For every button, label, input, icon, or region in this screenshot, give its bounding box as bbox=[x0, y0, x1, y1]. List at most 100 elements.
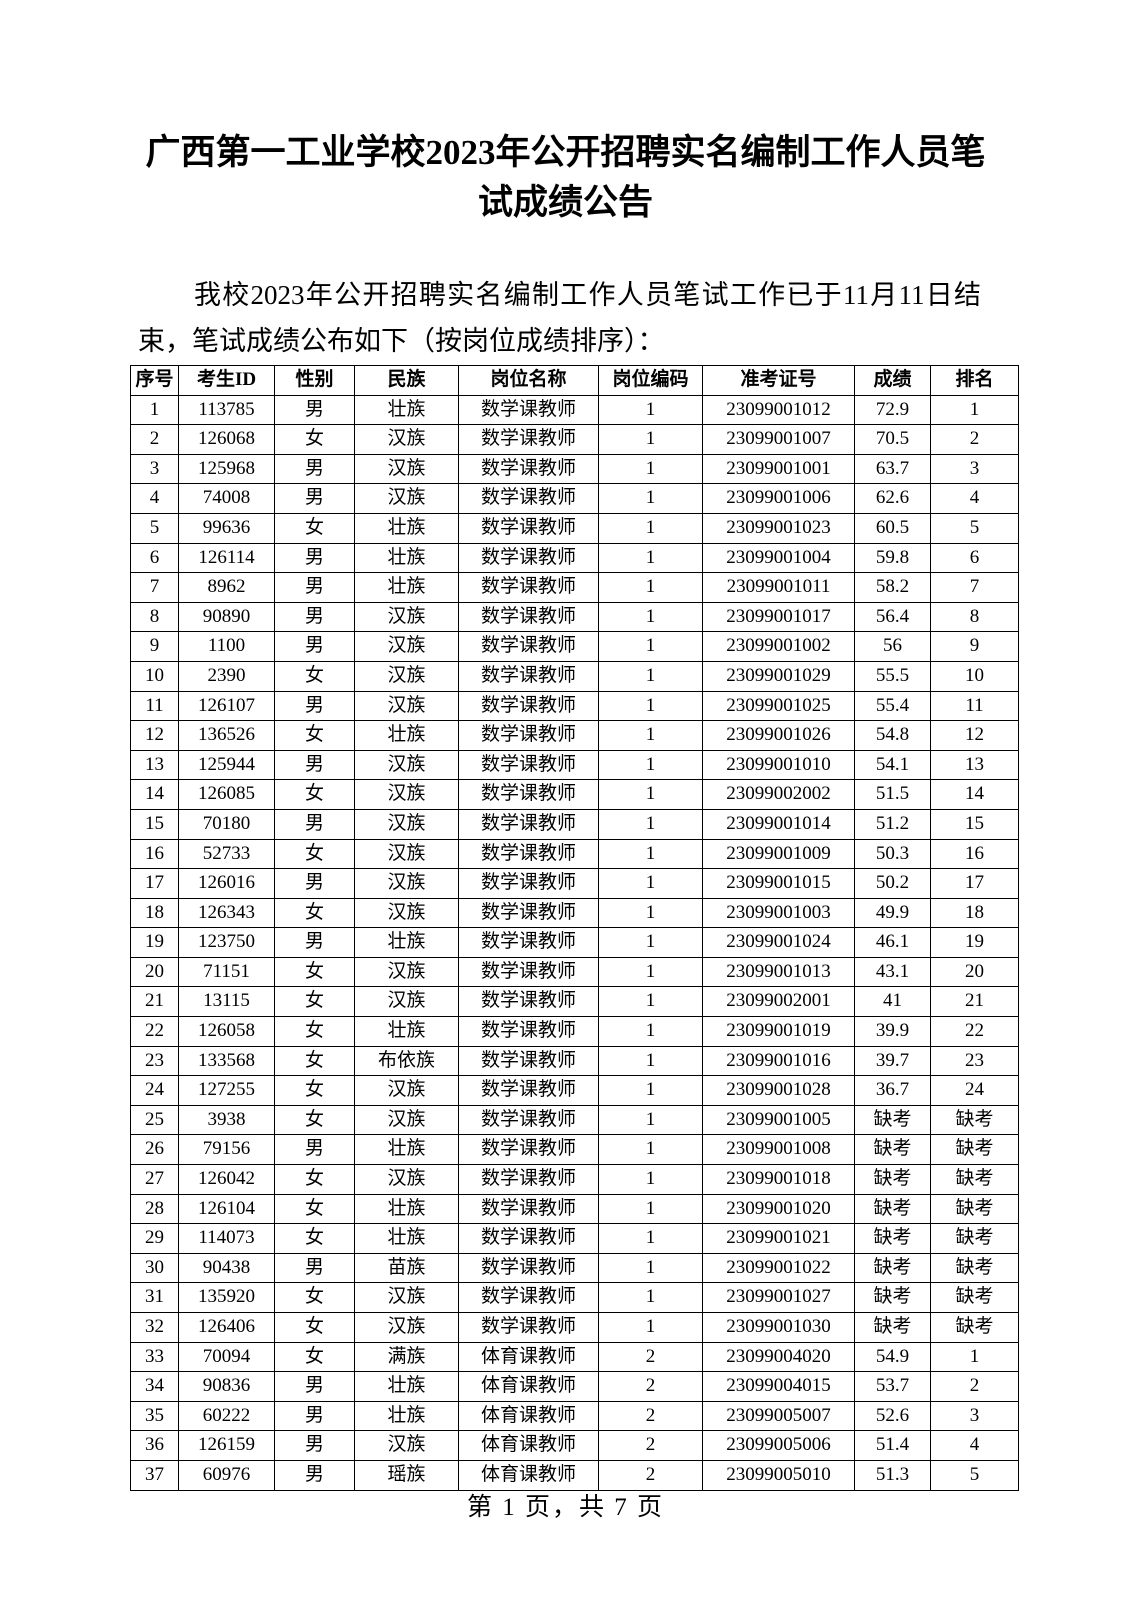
cell-post-name: 数学课教师 bbox=[458, 1223, 599, 1254]
table-row: 5 99636 女壮族 数学课教师 1 23099001023 60.5 5 bbox=[130, 512, 1019, 544]
cell-ethnicity: 汉族 bbox=[354, 838, 459, 870]
cell-post-code: 1 bbox=[598, 1282, 703, 1313]
cell-post-name: 数学课教师 bbox=[458, 1104, 599, 1136]
cell-post-name: 数学课教师 bbox=[458, 1164, 599, 1195]
cell-score: 缺考 bbox=[854, 1223, 931, 1254]
table-row: 11 126107 男汉族 数学课教师 1 23099001025 55.4 11 bbox=[130, 690, 1019, 722]
cell-ethnicity: 壮族 bbox=[354, 927, 459, 958]
cell-score: 50.2 bbox=[854, 868, 931, 899]
cell-rank: 11 bbox=[930, 690, 1019, 722]
cell-post-name: 体育课教师 bbox=[458, 1341, 599, 1373]
cell-score: 52.6 bbox=[854, 1400, 931, 1432]
cell-rank: 18 bbox=[930, 897, 1019, 929]
table-row: 6 126114 男壮族 数学课教师 1 23099001004 59.8 6 bbox=[130, 542, 1019, 574]
cell-rank: 缺考 bbox=[930, 1104, 1019, 1136]
cell-rank: 23 bbox=[930, 1045, 1019, 1077]
cell-rank: 10 bbox=[930, 660, 1019, 692]
cell-ethnicity: 汉族 bbox=[354, 897, 459, 929]
cell-ethnicity: 瑶族 bbox=[354, 1459, 459, 1491]
cell-post-code: 1 bbox=[598, 1193, 703, 1225]
column-header-ticket-number: 准考证号 bbox=[702, 365, 855, 396]
cell-gender: 女 bbox=[274, 1282, 355, 1313]
cell-candidate-id: 126104 bbox=[178, 1193, 275, 1225]
cell-index: 25 bbox=[130, 1104, 179, 1136]
cell-ethnicity: 汉族 bbox=[354, 690, 459, 722]
cell-ticket-number: 23099001008 bbox=[702, 1134, 855, 1166]
cell-rank: 9 bbox=[930, 631, 1019, 662]
cell-gender: 女 bbox=[274, 897, 355, 929]
cell-candidate-id: 13115 bbox=[178, 986, 275, 1018]
cell-score: 50.3 bbox=[854, 838, 931, 870]
cell-index: 34 bbox=[130, 1371, 179, 1402]
cell-post-name: 体育课教师 bbox=[458, 1371, 599, 1402]
cell-rank: 缺考 bbox=[930, 1252, 1019, 1284]
cell-index: 2 bbox=[130, 424, 179, 455]
cell-index: 18 bbox=[130, 897, 179, 929]
cell-ethnicity: 汉族 bbox=[354, 1312, 459, 1343]
cell-candidate-id: 136526 bbox=[178, 720, 275, 751]
cell-post-name: 数学课教师 bbox=[458, 394, 599, 426]
table-body: 1 113785 男壮族 数学课教师 1 23099001012 72.9 1 2 126068 女… bbox=[130, 394, 1019, 1491]
cell-candidate-id: 126085 bbox=[178, 779, 275, 810]
cell-post-name: 数学课教师 bbox=[458, 808, 599, 840]
cell-post-code: 1 bbox=[598, 512, 703, 544]
cell-index: 33 bbox=[130, 1341, 179, 1373]
cell-rank: 5 bbox=[930, 512, 1019, 544]
cell-candidate-id: 126114 bbox=[178, 542, 275, 574]
cell-post-code: 2 bbox=[598, 1341, 703, 1373]
cell-candidate-id: 126042 bbox=[178, 1164, 275, 1195]
cell-index: 36 bbox=[130, 1430, 179, 1461]
cell-post-code: 2 bbox=[598, 1459, 703, 1491]
cell-gender: 男 bbox=[274, 1400, 355, 1432]
cell-post-name: 数学课教师 bbox=[458, 453, 599, 485]
cell-ethnicity: 汉族 bbox=[354, 631, 459, 662]
cell-gender: 男 bbox=[274, 483, 355, 514]
cell-candidate-id: 125944 bbox=[178, 749, 275, 781]
cell-ticket-number: 23099005006 bbox=[702, 1430, 855, 1461]
cell-post-name: 数学课教师 bbox=[458, 601, 599, 633]
cell-post-code: 1 bbox=[598, 868, 703, 899]
exam-results-table: 序号 考生ID 性别 民族 岗位名称 岗位编码 准考证号 成绩 排名 1 113785 男壮族 数学课… bbox=[130, 365, 1019, 1491]
cell-post-name: 数学课教师 bbox=[458, 720, 599, 751]
cell-ticket-number: 23099001001 bbox=[702, 453, 855, 485]
cell-candidate-id: 79156 bbox=[178, 1134, 275, 1166]
cell-ticket-number: 23099001011 bbox=[702, 572, 855, 603]
cell-index: 12 bbox=[130, 720, 179, 751]
table-row: 33 70094 女满族 体育课教师 2 23099004020 54.9 1 bbox=[130, 1341, 1019, 1373]
cell-ticket-number: 23099001029 bbox=[702, 660, 855, 692]
table-header-row: 序号 考生ID 性别 民族 岗位名称 岗位编码 准考证号 成绩 排名 bbox=[130, 365, 1019, 396]
cell-post-name: 数学课教师 bbox=[458, 1134, 599, 1166]
cell-post-name: 数学课教师 bbox=[458, 483, 599, 514]
cell-candidate-id: 126016 bbox=[178, 868, 275, 899]
cell-rank: 14 bbox=[930, 779, 1019, 810]
table-row: 35 60222 男壮族 体育课教师 2 23099005007 52.6 3 bbox=[130, 1400, 1019, 1432]
table-row: 1 113785 男壮族 数学课教师 1 23099001012 72.9 1 bbox=[130, 394, 1019, 426]
cell-ticket-number: 23099001007 bbox=[702, 424, 855, 455]
cell-index: 7 bbox=[130, 572, 179, 603]
cell-gender: 女 bbox=[274, 424, 355, 455]
cell-gender: 男 bbox=[274, 1252, 355, 1284]
cell-candidate-id: 60976 bbox=[178, 1459, 275, 1491]
cell-ethnicity: 壮族 bbox=[354, 720, 459, 751]
cell-rank: 1 bbox=[930, 394, 1019, 426]
cell-ethnicity: 壮族 bbox=[354, 394, 459, 426]
cell-gender: 女 bbox=[274, 1075, 355, 1106]
cell-gender: 男 bbox=[274, 868, 355, 899]
cell-post-name: 数学课教师 bbox=[458, 572, 599, 603]
cell-index: 11 bbox=[130, 690, 179, 722]
cell-gender: 男 bbox=[274, 542, 355, 574]
cell-index: 22 bbox=[130, 1016, 179, 1047]
cell-rank: 缺考 bbox=[930, 1223, 1019, 1254]
cell-index: 14 bbox=[130, 779, 179, 810]
cell-score: 缺考 bbox=[854, 1134, 931, 1166]
cell-ethnicity: 壮族 bbox=[354, 1223, 459, 1254]
cell-candidate-id: 123750 bbox=[178, 927, 275, 958]
page-footer: 第 1 页，共 7 页 bbox=[466, 1494, 664, 1521]
cell-score: 58.2 bbox=[854, 572, 931, 603]
cell-ethnicity: 汉族 bbox=[354, 749, 459, 781]
cell-gender: 女 bbox=[274, 1193, 355, 1225]
cell-gender: 男 bbox=[274, 1134, 355, 1166]
table-row: 15 70180 男汉族 数学课教师 1 23099001014 51.2 15 bbox=[130, 808, 1019, 840]
cell-rank: 24 bbox=[930, 1075, 1019, 1106]
cell-score: 63.7 bbox=[854, 453, 931, 485]
